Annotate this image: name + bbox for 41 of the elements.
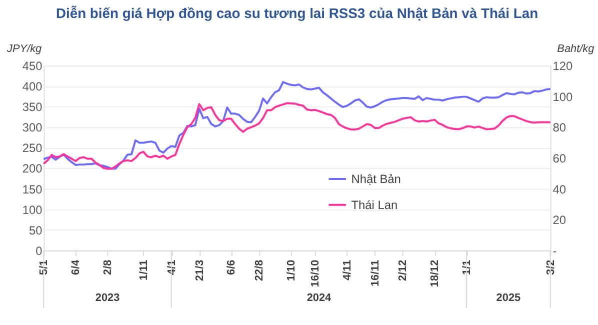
y2-tick-label: 20: [552, 213, 566, 228]
x-tick-label: 4/11: [341, 260, 354, 280]
legend-label: Thái Lan: [351, 198, 398, 212]
x-tick-label: 1/11: [138, 260, 150, 280]
line-series: [42, 81, 552, 170]
x-tick-label: 16/10: [309, 260, 322, 288]
y-tick-label: 250: [22, 141, 43, 156]
y2-tick-label: 80: [552, 120, 566, 135]
y2-tick-label: 60: [552, 151, 566, 166]
legend-label: Nhật Bản: [351, 172, 401, 186]
y2-axis-title: Baht/kg: [557, 43, 594, 56]
y-tick-label: 150: [22, 182, 43, 196]
y-axis-title: JPY/kg: [6, 43, 42, 56]
y-tick-label: 300: [22, 120, 43, 135]
x-tick-label: 6/6: [226, 260, 238, 275]
x-tick-label: 21/3: [194, 260, 206, 282]
x-tick-label: 1/10: [286, 260, 298, 282]
y2-tick-label: -: [552, 244, 557, 258]
x-tick-label: 22/8: [254, 260, 266, 282]
y-tick-label: 50: [28, 223, 43, 238]
x-tick-label: 6/4: [70, 260, 82, 275]
x-tick-label: 2/12: [397, 260, 410, 282]
x-tick-label: 18/12: [429, 260, 442, 288]
y-tick-label: 350: [22, 100, 43, 114]
x-tick-label: 2/8: [102, 260, 114, 275]
x-tick-label: 1/1: [461, 260, 474, 275]
chart-title: Diễn biến giá Hợp đồng cao su tương lai RSS3 của Nhật Bản và Thái Lan: [56, 4, 538, 21]
y-tick-label: 0: [36, 244, 43, 258]
text: 2025: [496, 292, 521, 304]
y2-tick-label: 120: [552, 59, 574, 74]
x-tick-label: 16/11: [369, 260, 382, 287]
text: 2024: [306, 292, 332, 304]
y2-tick-label: 40: [552, 182, 566, 196]
line-series: [42, 102, 552, 170]
text: 2023: [95, 292, 120, 304]
y-tick-label: 400: [22, 80, 43, 94]
y-tick-label: 450: [22, 59, 43, 74]
y-tick-label: 100: [22, 202, 43, 217]
x-tick-label: 5/1: [38, 260, 50, 275]
y2-tick-label: 100: [552, 90, 574, 104]
y-tick-label: 200: [22, 162, 43, 176]
